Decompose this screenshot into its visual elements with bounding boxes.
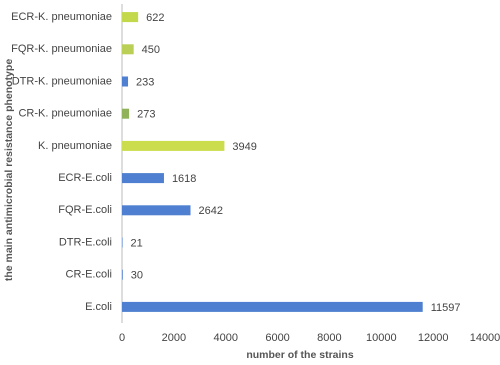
x-tick-label: 8000 [317, 332, 341, 344]
x-tick-label: 14000 [470, 332, 500, 344]
x-tick-label: 6000 [265, 332, 289, 344]
value-label: 273 [137, 109, 155, 121]
value-label: 1618 [172, 173, 196, 185]
y-axis-title: the main antimicrobial resistance phenot… [3, 59, 15, 281]
x-tick-label: 12000 [418, 332, 449, 344]
y-tick-label: E.coli [85, 301, 112, 313]
bar [122, 76, 129, 87]
bar [122, 140, 225, 151]
bar [122, 44, 134, 55]
x-tick-label: 4000 [213, 332, 237, 344]
y-tick-label: ECR-E.coli [58, 172, 112, 184]
value-label: 233 [136, 76, 154, 88]
y-tick-label: K. pneumoniae [38, 140, 112, 152]
value-label: 2642 [199, 205, 223, 217]
y-tick-label: FQR-K. pneumoniae [11, 43, 112, 55]
x-tick-label: 10000 [366, 332, 397, 344]
x-tick-label: 2000 [162, 332, 186, 344]
value-label: 450 [142, 44, 160, 56]
x-tick-label: 0 [119, 332, 125, 344]
value-label: 21 [131, 237, 143, 249]
value-label: 622 [146, 12, 164, 24]
value-label: 30 [131, 270, 143, 282]
y-tick-label: CR-K. pneumoniae [18, 108, 112, 120]
value-label: 11597 [431, 302, 461, 314]
bar [122, 269, 123, 280]
y-tick-label: FQR-E.coli [58, 204, 112, 216]
y-tick-label: DTR-E.coli [59, 236, 112, 248]
y-tick-label: DTR-K. pneumoniae [12, 75, 112, 87]
bar [122, 205, 191, 216]
value-label: 3949 [232, 141, 256, 153]
y-tick-label: ECR-K. pneumoniae [11, 11, 112, 23]
bar [122, 301, 423, 312]
bar [122, 237, 123, 248]
bar [122, 12, 139, 23]
bar [122, 108, 130, 119]
bar [122, 173, 164, 184]
x-axis-title: number of the strains [246, 349, 354, 361]
y-tick-label: CR-E.coli [66, 269, 112, 281]
